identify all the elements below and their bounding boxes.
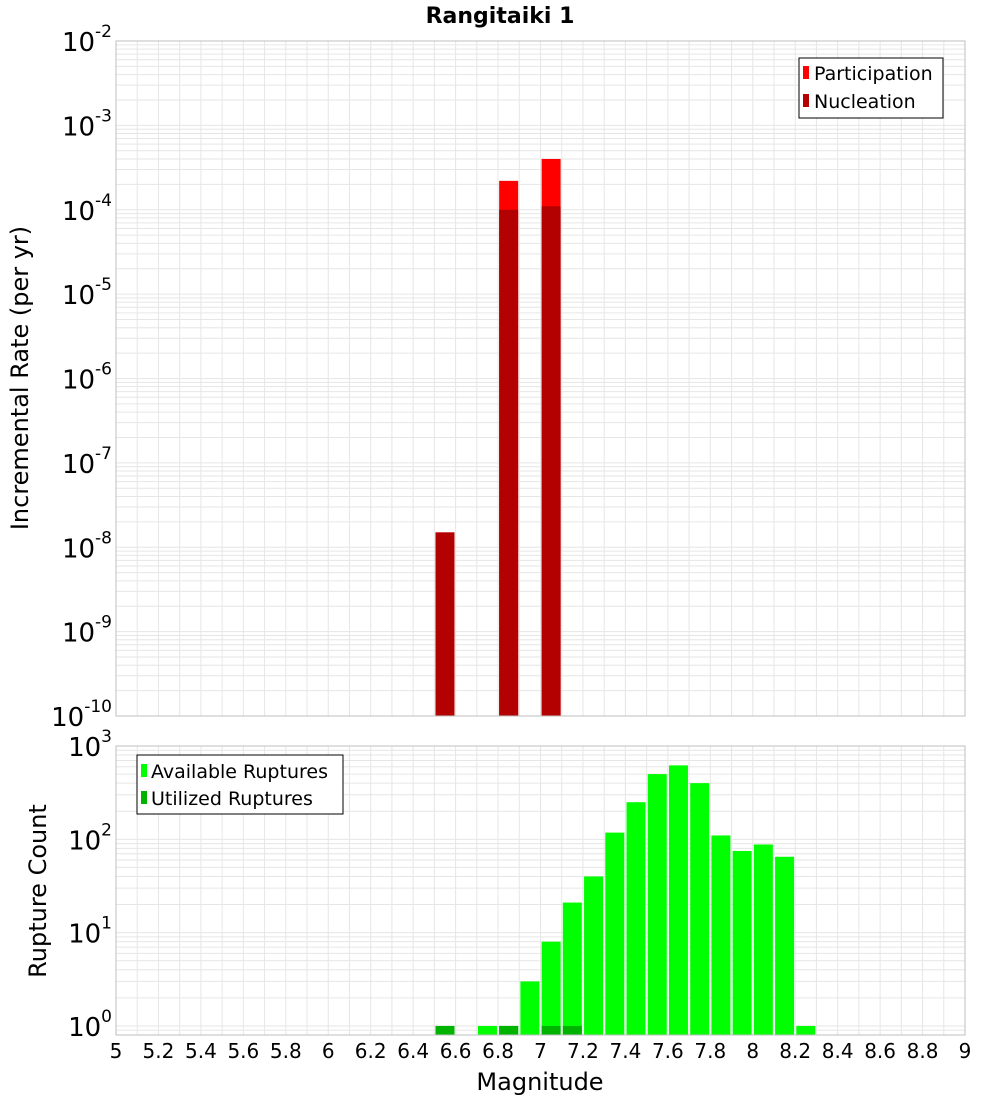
bottom-bar-available-ruptures xyxy=(477,1025,497,1035)
bottom-y-tick-label: 102 xyxy=(68,820,112,856)
legend-available-swatch xyxy=(141,764,147,777)
top-y-tick-label: 10-10 xyxy=(51,697,112,733)
bottom-plot-frame xyxy=(115,745,966,1036)
x-tick-labels: 5 5.2 5.4 5.6 5.8 6 6.2 6.4 6.6 6.8 7 7.2 7.4 7.6 7.8 8… xyxy=(110,1039,972,1063)
bottom-bars xyxy=(435,765,816,1035)
x-tick-label: 6.4 xyxy=(397,1039,429,1063)
x-tick-label: 8.8 xyxy=(907,1039,939,1063)
bottom-bar-available-ruptures xyxy=(520,981,540,1035)
x-tick-label: 6.8 xyxy=(482,1039,514,1063)
x-tick-label: 6 xyxy=(322,1039,335,1063)
top-legend: Participation Nucleation xyxy=(798,57,944,119)
legend-available-label: Available Ruptures xyxy=(151,761,328,783)
bottom-bar-available-ruptures xyxy=(605,832,625,1035)
top-gridlines xyxy=(115,41,966,717)
bottom-bar-available-ruptures xyxy=(584,876,604,1035)
bottom-y-tick-labels: 100 101 102 103 xyxy=(68,727,112,1043)
bottom-legend-box xyxy=(136,754,344,815)
legend-utilized-label: Utilized Ruptures xyxy=(151,788,313,810)
bottom-bar-available-ruptures xyxy=(562,902,582,1035)
top-y-tick-label: 10-6 xyxy=(62,360,112,396)
bottom-bar-available-ruptures xyxy=(753,844,773,1035)
x-tick-label: 9 xyxy=(959,1039,972,1063)
x-tick-label: 7.8 xyxy=(694,1039,726,1063)
bottom-bar-available-ruptures xyxy=(668,765,688,1035)
top-bar-nucleation xyxy=(499,209,519,716)
x-tick-label: 8.2 xyxy=(779,1039,811,1063)
top-bars xyxy=(435,158,561,717)
x-tick-label: 5.2 xyxy=(143,1039,175,1063)
bottom-y-tick-label: 100 xyxy=(68,1007,112,1043)
bottom-y-tick-label: 103 xyxy=(68,727,112,763)
top-bar-nucleation xyxy=(541,206,561,716)
top-y-tick-label: 10-7 xyxy=(62,444,112,480)
top-y-axis-label: Incremental Rate (per yr) xyxy=(6,226,34,530)
bottom-y-tick-label: 101 xyxy=(68,914,112,950)
bottom-bar-available-ruptures xyxy=(711,835,731,1035)
legend-participation-swatch xyxy=(803,66,809,79)
legend-nucleation-label: Nucleation xyxy=(814,91,916,113)
top-bar-nucleation xyxy=(435,532,455,716)
x-tick-label: 6.6 xyxy=(440,1039,472,1063)
x-axis-label: Magnitude xyxy=(476,1068,603,1096)
legend-nucleation-swatch xyxy=(803,94,809,107)
bottom-bar-utilized-ruptures xyxy=(541,1025,561,1035)
bottom-bar-available-ruptures xyxy=(732,850,752,1035)
chart-title: Rangitaiki 1 xyxy=(426,4,575,29)
bottom-bar-available-ruptures xyxy=(775,856,795,1035)
bottom-y-axis-label: Rupture Count xyxy=(24,804,52,978)
x-tick-label: 7.2 xyxy=(567,1039,599,1063)
bottom-legend: Available Ruptures Utilized Ruptures xyxy=(136,754,344,815)
top-y-tick-label: 10-4 xyxy=(62,191,112,227)
top-legend-box xyxy=(798,57,944,119)
bottom-bar-available-ruptures xyxy=(626,802,646,1035)
bottom-bar-utilized-ruptures xyxy=(562,1025,582,1035)
bottom-bar-available-ruptures xyxy=(690,783,710,1035)
x-tick-label: 5 xyxy=(110,1039,123,1063)
bottom-bar-utilized-ruptures xyxy=(499,1025,519,1035)
x-tick-label: 8.6 xyxy=(864,1039,896,1063)
x-tick-label: 8.4 xyxy=(822,1039,854,1063)
legend-participation-label: Participation xyxy=(814,63,933,85)
bottom-bar-available-ruptures xyxy=(541,941,561,1035)
bottom-bar-available-ruptures xyxy=(647,774,667,1035)
top-panel: 10-10 10-9 10-8 10-7 10-6 10-5 10-4 10-3 10-2 In… xyxy=(6,22,966,733)
x-tick-label: 7.6 xyxy=(652,1039,684,1063)
top-y-tick-label: 10-5 xyxy=(62,275,112,311)
x-tick-label: 5.8 xyxy=(270,1039,302,1063)
x-tick-label: 8 xyxy=(746,1039,759,1063)
top-y-tick-label: 10-8 xyxy=(62,528,112,564)
x-tick-label: 6.2 xyxy=(355,1039,387,1063)
top-y-tick-labels: 10-10 10-9 10-8 10-7 10-6 10-5 10-4 10-3 10-2 xyxy=(51,22,112,733)
bottom-bar-available-ruptures xyxy=(796,1025,816,1035)
top-y-tick-label: 10-3 xyxy=(62,106,112,142)
top-y-tick-label: 10-2 xyxy=(62,22,112,58)
top-plot-frame xyxy=(115,40,966,717)
x-tick-label: 7.4 xyxy=(609,1039,641,1063)
bottom-bar-utilized-ruptures xyxy=(435,1025,455,1035)
bottom-panel: 100 101 102 103 5 5.2 5.4 5.6 5.8 6 6.2 6.4 6.6 6.8 7… xyxy=(24,727,971,1096)
x-tick-label: 5.6 xyxy=(227,1039,259,1063)
top-y-tick-label: 10-9 xyxy=(62,613,112,649)
x-tick-label: 5.4 xyxy=(185,1039,217,1063)
x-tick-label: 7 xyxy=(534,1039,547,1063)
legend-utilized-swatch xyxy=(141,791,147,804)
